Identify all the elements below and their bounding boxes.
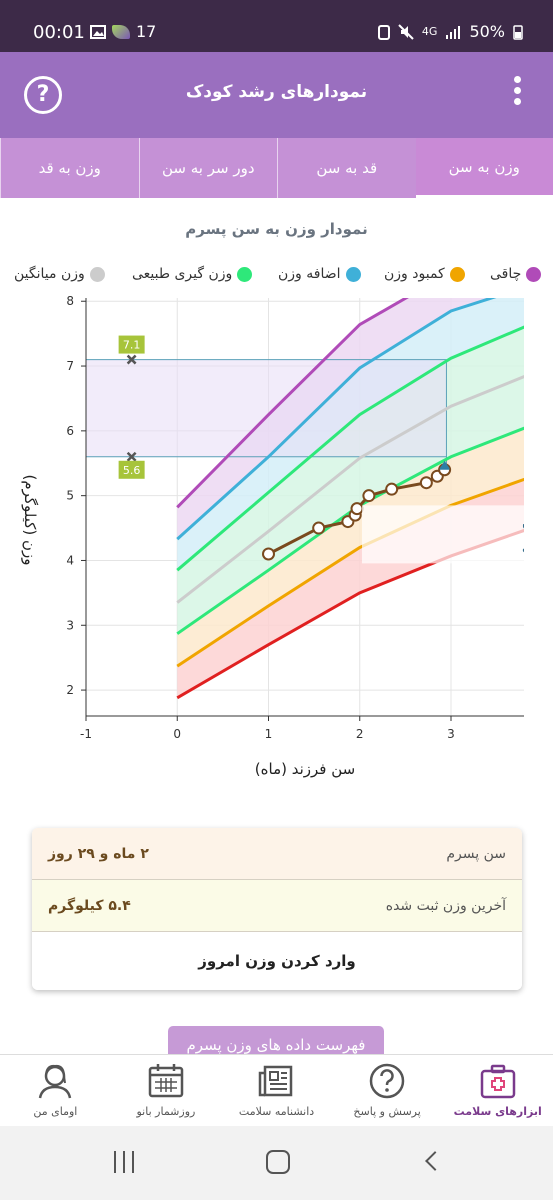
curve-overweight (176, 298, 497, 541)
app-bar: ? نمودارهای رشد کودک (0, 52, 553, 138)
clock: 00:01 (33, 22, 85, 43)
range-marker-x (126, 451, 137, 462)
nav-calendar[interactable]: روزشمار بانو (111, 1055, 222, 1126)
enter-weight-button[interactable]: وارد کردن وزن امروز (32, 932, 522, 990)
curve-obese (176, 298, 409, 509)
bottom-navigation: ابزارهای سلامت پرسش و پاسخ دانشنامه سلام… (0, 1054, 553, 1126)
x-tick-label: 3 (447, 727, 455, 741)
age-value: ۲ ماه و ۲۹ روز (48, 845, 149, 862)
mute-icon (398, 23, 414, 40)
band-area (177, 428, 524, 667)
annotation-box (362, 505, 524, 564)
last-weight-value: ۵.۴ کیلوگرم (48, 897, 131, 914)
x-tick-label: -1 (80, 727, 92, 741)
child-weight-point (362, 489, 376, 503)
legend-dot-icon (89, 266, 105, 282)
range-marker-x (126, 354, 137, 365)
network-type: 4G (421, 25, 438, 38)
last-weight-row: آخرین وزن ثبت شده ۵.۴ کیلوگرم (32, 880, 522, 932)
plot-area: ۰.۲ کیلوگرم پایین محدوده وزن گیری طبیعی (86, 298, 553, 700)
system-navigation-bar (0, 1126, 553, 1200)
last-weight-label: آخرین وزن ثبت شده (385, 897, 506, 914)
question-mark-icon: ? (36, 82, 50, 107)
signal-icon (446, 25, 461, 39)
curve-normal-high (176, 325, 524, 572)
battery-icon (513, 24, 523, 40)
latest-point-pointer (439, 460, 450, 469)
help-button[interactable]: ? (24, 76, 62, 114)
image-icon (90, 24, 106, 39)
age-label: سن پسرم (446, 845, 506, 862)
child-weight-point (312, 521, 326, 535)
child-weight-point (262, 547, 275, 561)
y-tick-label: 5 (66, 489, 74, 503)
question-icon (369, 1063, 405, 1099)
overflow-menu-icon[interactable] (513, 76, 523, 112)
range-badge (118, 460, 145, 479)
chart-tabs: وزن به قد دور سر به سن قد به سن وزن به س… (0, 138, 553, 198)
info-card: سن پسرم ۲ ماه و ۲۹ روز آخرین وزن ثبت شده… (32, 828, 522, 990)
legend-item-underweight[interactable]: کمبود وزن (384, 262, 465, 286)
growth-chart[interactable]: ۰.۲ کیلوگرم پایین محدوده وزن گیری طبیعی 7.… (0, 290, 553, 750)
age-row: سن پسرم ۲ ماه و ۲۹ روز (32, 828, 522, 880)
notification-count: 17 (136, 22, 157, 41)
annotation-line-2: محدوده وزن گیری طبیعی (522, 539, 553, 555)
range-badge (118, 335, 145, 354)
battery-saver-icon (377, 24, 390, 40)
medical-kit-icon (480, 1064, 515, 1099)
legend-item-overweight[interactable]: اضافه وزن (278, 262, 361, 286)
y-axis-title: وزن (کیلوگرم) (21, 474, 39, 566)
legend-item-obese[interactable]: چاقی (490, 262, 542, 286)
nav-profile[interactable]: اومای من (0, 1055, 111, 1126)
x-tick-label: 0 (173, 727, 181, 741)
curve-average (176, 375, 524, 604)
legend-item-average[interactable]: وزن میانگین (14, 262, 105, 286)
tab-height-for-age[interactable]: قد به سن (277, 138, 416, 198)
leaf-app-icon (112, 24, 130, 39)
user-icon (39, 1064, 72, 1099)
annotation-line-1: ۰.۲ کیلوگرم پایین (522, 514, 553, 530)
legend-dot-icon (237, 266, 253, 282)
home-button[interactable] (266, 1150, 290, 1174)
y-tick-label: 7 (66, 359, 74, 373)
tab-weight-for-height[interactable]: وزن به قد (0, 138, 139, 198)
system-icons: 4G 50% (377, 22, 523, 41)
status-bar: 00:01 17 4G 50% (0, 0, 553, 52)
curve-underweight (176, 477, 524, 668)
calendar-icon (148, 1064, 184, 1098)
child-weight-point (385, 482, 399, 496)
legend-dot-icon (526, 266, 542, 282)
tab-weight-for-age[interactable]: وزن به سن (415, 138, 553, 198)
y-tick-label: 6 (66, 424, 74, 438)
recent-apps-button[interactable] (112, 1151, 138, 1175)
chart-title: نمودار وزن به سن پسرم (185, 220, 368, 238)
tab-head-circumference[interactable]: دور سر به سن (138, 138, 278, 198)
child-weight-point (419, 476, 433, 490)
legend-item-normal[interactable]: وزن گیری طبیعی (132, 262, 253, 286)
x-axis-title: سن فرزند (ماه) (254, 760, 356, 778)
battery-percent: 50% (469, 22, 505, 41)
back-button[interactable] (425, 1151, 445, 1171)
nav-questions[interactable]: پرسش و پاسخ (332, 1055, 443, 1126)
normal-range-highlight (86, 359, 447, 457)
x-tick-label: 1 (265, 727, 273, 741)
range-badge-label: 7.1 (123, 339, 141, 352)
newspaper-icon (258, 1065, 292, 1097)
x-tick-label: 2 (356, 727, 364, 741)
y-tick-label: 8 (66, 294, 74, 308)
child-weight-point (350, 502, 364, 516)
legend-dot-icon (345, 266, 361, 282)
y-tick-label: 4 (66, 553, 74, 567)
notification-icons: 17 (90, 22, 156, 41)
chart-legend: وزن میانگین وزن گیری طبیعی اضافه وزن کمب… (0, 262, 553, 288)
y-tick-label: 3 (66, 618, 74, 632)
range-badge-label: 5.6 (123, 464, 141, 477)
nav-health-tools[interactable]: ابزارهای سلامت (442, 1055, 553, 1126)
y-tick-label: 2 (66, 683, 74, 697)
nav-encyclopedia[interactable]: دانشنامه سلامت (221, 1055, 332, 1126)
legend-dot-icon (449, 266, 465, 282)
page-title: نمودارهای رشد کودک (185, 82, 368, 102)
